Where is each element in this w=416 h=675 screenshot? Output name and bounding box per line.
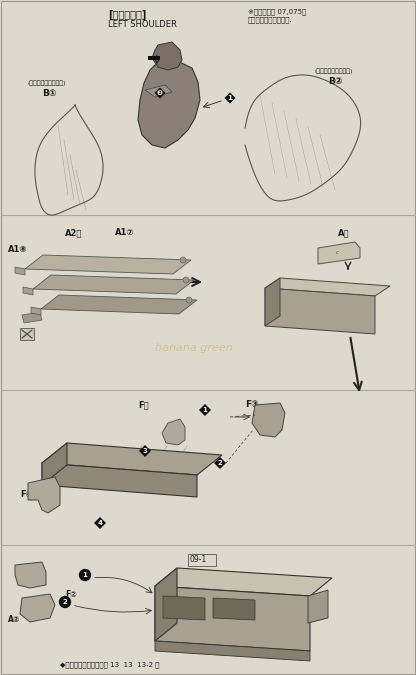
Polygon shape [15, 267, 25, 275]
Polygon shape [23, 287, 33, 295]
Text: (リペアパーツセット): (リペアパーツセット) [28, 80, 67, 86]
Text: F③: F③ [245, 400, 259, 409]
Text: A1⑧: A1⑧ [8, 245, 27, 254]
Polygon shape [33, 275, 194, 294]
Text: [左肩の組立]: [左肩の組立] [108, 10, 146, 20]
Text: F⑮: F⑮ [138, 400, 149, 409]
Polygon shape [152, 42, 182, 70]
Polygon shape [214, 457, 226, 469]
Text: 4: 4 [97, 520, 102, 526]
Polygon shape [138, 60, 200, 148]
Polygon shape [94, 517, 106, 529]
Polygon shape [42, 463, 197, 497]
Polygon shape [199, 404, 211, 416]
Circle shape [180, 257, 186, 263]
Circle shape [183, 277, 189, 283]
Text: 組み立ては行いません.: 組み立ては行いません. [248, 16, 293, 22]
Polygon shape [42, 443, 67, 485]
Text: 2: 2 [218, 460, 223, 466]
Text: F②: F② [65, 590, 77, 599]
Circle shape [186, 297, 192, 303]
Text: 1: 1 [203, 407, 208, 413]
Polygon shape [155, 568, 177, 641]
Polygon shape [162, 419, 185, 445]
Text: 1: 1 [82, 572, 87, 578]
Polygon shape [20, 594, 55, 622]
Polygon shape [163, 596, 205, 620]
Text: 1: 1 [228, 95, 233, 101]
Circle shape [79, 570, 91, 580]
Text: LEFT SHOULDER: LEFT SHOULDER [108, 20, 177, 29]
Text: banana green: banana green [155, 343, 233, 353]
Text: ❷: ❷ [157, 90, 163, 96]
Polygon shape [225, 92, 235, 103]
Polygon shape [22, 312, 42, 323]
Polygon shape [155, 641, 310, 661]
Text: ◆持たせ方は取扱説明書 13  13  13-2 を: ◆持たせ方は取扱説明書 13 13 13-2 を [60, 662, 159, 668]
Circle shape [59, 597, 70, 608]
Polygon shape [213, 598, 255, 620]
Text: A⑪: A⑪ [338, 228, 349, 237]
Text: c: c [336, 250, 339, 255]
Polygon shape [308, 590, 328, 623]
Polygon shape [265, 278, 280, 326]
Polygon shape [28, 477, 60, 513]
Polygon shape [318, 242, 360, 264]
Bar [20, 328, 34, 340]
Polygon shape [15, 562, 46, 588]
Polygon shape [41, 295, 197, 314]
Polygon shape [265, 288, 375, 334]
Polygon shape [154, 88, 166, 99]
Polygon shape [155, 586, 310, 651]
Text: 09-1: 09-1 [190, 555, 207, 564]
Text: ※取扱説明書 07,075の: ※取扱説明書 07,075の [248, 8, 306, 15]
Polygon shape [139, 445, 151, 457]
Text: A②: A② [8, 615, 20, 624]
Bar [188, 554, 216, 566]
Polygon shape [265, 278, 390, 296]
Polygon shape [145, 85, 172, 97]
Text: 2: 2 [63, 599, 67, 605]
Polygon shape [25, 255, 191, 274]
Polygon shape [42, 443, 222, 475]
Text: A1⑦: A1⑦ [115, 228, 134, 237]
Text: F④: F④ [20, 490, 33, 499]
Polygon shape [31, 307, 41, 315]
Text: B①: B① [42, 89, 57, 98]
Text: B②: B② [328, 77, 342, 86]
Polygon shape [252, 403, 285, 437]
Text: (リペアパーツセット): (リペアパーツセット) [315, 68, 354, 74]
Text: 3: 3 [143, 448, 147, 454]
Text: A2⑪: A2⑪ [65, 228, 82, 237]
Polygon shape [155, 568, 332, 596]
Bar [148, 56, 160, 60]
